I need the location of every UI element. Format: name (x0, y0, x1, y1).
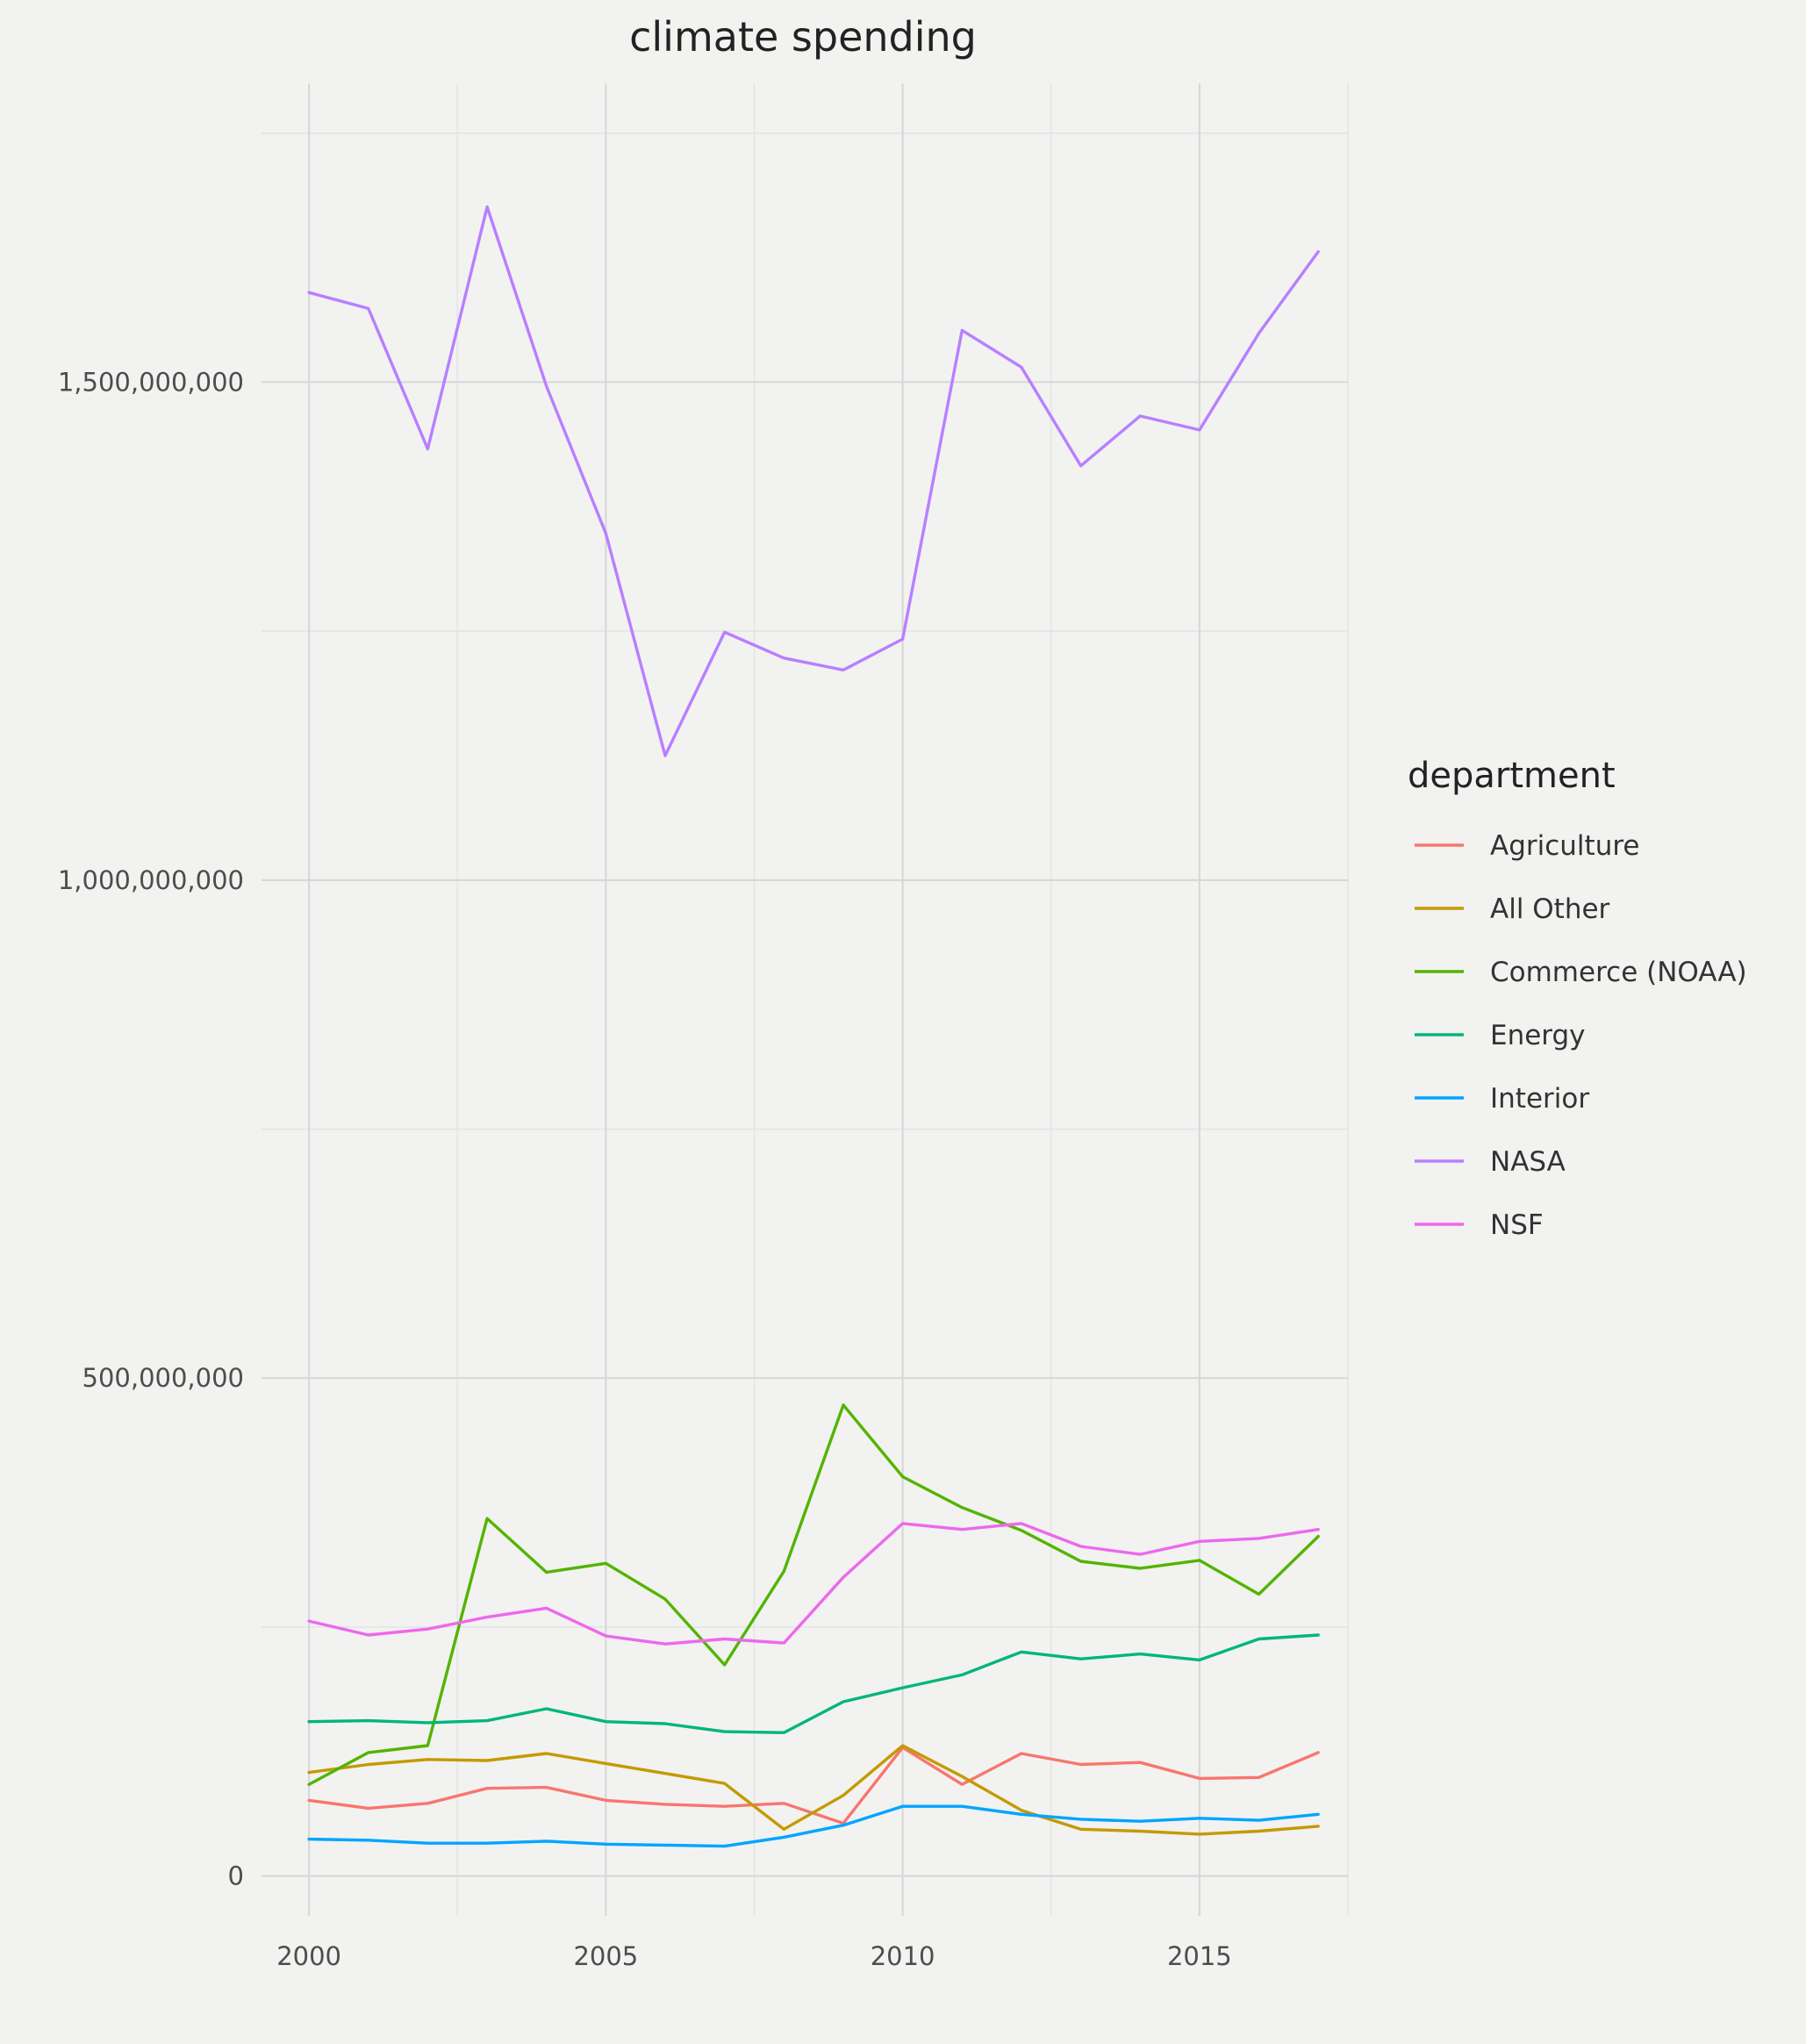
grid (262, 83, 1349, 1916)
legend-title: department (1408, 756, 1616, 796)
series-line-all-other (307, 1744, 1320, 1836)
x-tick-label: 2015 (1167, 1941, 1232, 1971)
legend-item-all-other: All Other (1415, 893, 1610, 925)
legend-item-agriculture: Agriculture (1415, 830, 1640, 862)
x-axis-tick-labels: 2000 2005 2010 2015 (276, 1941, 1232, 1971)
y-tick-label: 0 (228, 1861, 244, 1891)
legend-item-nsf: NSF (1415, 1209, 1544, 1241)
legend-item-commerce-noaa: Commerce (NOAA) (1415, 957, 1747, 988)
series-line-commerce-noaa (307, 1403, 1320, 1786)
legend-label: Agriculture (1490, 830, 1640, 862)
legend-item-energy: Energy (1415, 1020, 1586, 1051)
legend-item-nasa: NASA (1415, 1146, 1566, 1178)
series-line-nasa (307, 204, 1320, 757)
legend-items: Agriculture All Other Commerce (NOAA) Energ… (1415, 830, 1747, 1241)
legend: department Agriculture All Other Commerce … (1408, 756, 1747, 1241)
y-tick-label: 500,000,000 (82, 1363, 245, 1393)
legend-label: NASA (1490, 1146, 1566, 1178)
series-line-interior (307, 1804, 1320, 1848)
chart-title: climate spending (629, 13, 977, 61)
legend-label: Energy (1490, 1020, 1586, 1051)
y-tick-label: 1,500,000,000 (58, 367, 244, 397)
legend-label: NSF (1490, 1209, 1544, 1241)
y-axis-tick-labels: 0 500,000,000 1,000,000,000 1,500,000,000 (58, 367, 244, 1890)
x-tick-label: 2010 (871, 1941, 935, 1971)
series-line-nsf (307, 1522, 1320, 1646)
series-line-energy (307, 1633, 1320, 1734)
legend-label: Interior (1490, 1083, 1589, 1115)
x-tick-label: 2005 (573, 1941, 638, 1971)
legend-label: Commerce (NOAA) (1490, 957, 1747, 988)
x-tick-label: 2000 (276, 1941, 341, 1971)
legend-label: All Other (1490, 893, 1610, 925)
y-tick-label: 1,000,000,000 (58, 865, 244, 895)
legend-item-interior: Interior (1415, 1083, 1589, 1115)
series-layer (307, 204, 1320, 1848)
